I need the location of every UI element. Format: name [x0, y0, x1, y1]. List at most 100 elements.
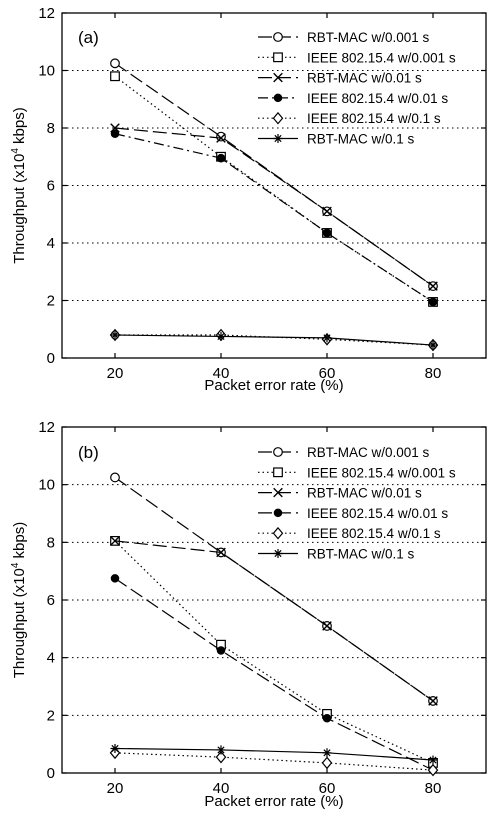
y-tick-label: 6	[47, 592, 55, 609]
x-axis-label: Packet error rate (%)	[204, 793, 343, 810]
data-point	[216, 131, 226, 142]
y-axis-label-exponent: 4	[10, 562, 21, 568]
legend: RBT-MAC w/0.001 s IEEE 802.15.4 w/0.001 s…	[258, 30, 456, 147]
legend-marker	[273, 93, 283, 103]
data-point	[110, 536, 120, 546]
y-tick-label: 8	[47, 120, 55, 137]
data-point	[322, 713, 332, 723]
data-point	[322, 333, 332, 343]
legend-label: RBT-MAC w/0.1 s	[307, 132, 415, 147]
legend-marker	[272, 526, 284, 540]
legend-label: IEEE 802.15.4 w/0.001 s	[307, 50, 456, 65]
y-tick-label: 0	[47, 350, 55, 367]
data-point	[110, 129, 120, 139]
y-axis-label-exponent: 4	[10, 148, 21, 154]
legend-label: RBT-MAC w/0.01 s	[307, 486, 422, 501]
y-axis-label-unit: kbps)	[11, 522, 28, 563]
data-point	[110, 330, 120, 340]
legend: RBT-MAC w/0.001 s IEEE 802.15.4 w/0.001 s…	[258, 445, 456, 562]
data-point	[110, 574, 120, 583]
data-point	[428, 281, 438, 291]
y-tick-label: 10	[38, 63, 55, 80]
y-tick-label: 2	[47, 707, 55, 724]
data-point	[427, 763, 439, 777]
y-axis-label-main: Throughput (x10	[11, 568, 28, 678]
series-2	[110, 536, 438, 706]
x-tick-label: 40	[213, 780, 230, 797]
series-line	[114, 540, 434, 764]
x-tick-label: 60	[319, 780, 336, 797]
legend-label: RBT-MAC w/0.001 s	[307, 445, 430, 460]
y-axis-label: Throughput (x104 kbps)	[10, 522, 28, 679]
data-point	[110, 71, 120, 82]
legend-label: IEEE 802.15.4 w/0.01 s	[307, 91, 448, 106]
y-tick-label: 10	[38, 477, 55, 494]
legend-marker	[273, 548, 283, 559]
data-point	[216, 331, 226, 341]
series-5	[110, 743, 438, 765]
x-axis-label: Packet error rate (%)	[204, 377, 343, 394]
legend-label: RBT-MAC w/0.1 s	[307, 547, 415, 562]
data-point	[110, 472, 120, 483]
chart-panel-a: 0 2 4 6 8 10 12 20 40 60 80 Packet error rate (%) Th…	[10, 5, 487, 394]
x-tick-label: 80	[425, 365, 442, 382]
y-tick-label: 4	[47, 650, 55, 667]
series-line	[114, 540, 434, 702]
series-4	[109, 328, 439, 352]
data-point	[215, 750, 227, 764]
data-point	[216, 646, 226, 655]
legend-label: RBT-MAC w/0.001 s	[307, 30, 430, 45]
legend-label: IEEE 802.15.4 w/0.1 s	[307, 526, 441, 541]
series-1	[110, 535, 438, 768]
x-tick-label: 20	[107, 365, 124, 382]
y-tick-label: 12	[38, 419, 55, 436]
series-line	[114, 334, 434, 346]
data-point	[428, 755, 438, 765]
legend-marker	[273, 32, 283, 42]
series-line	[115, 334, 434, 346]
y-tick-label: 4	[47, 235, 55, 252]
x-tick-label: 60	[319, 365, 336, 382]
series-line	[114, 752, 434, 771]
data-point	[110, 743, 120, 754]
data-point	[322, 206, 332, 217]
legend-label: IEEE 802.15.4 w/0.001 s	[307, 465, 456, 480]
data-point	[428, 340, 438, 350]
legend-label: IEEE 802.15.4 w/0.01 s	[307, 506, 448, 521]
data-point	[110, 58, 120, 69]
data-point	[322, 228, 332, 238]
legend-marker	[273, 133, 283, 144]
chart-panel-b: 0 2 4 6 8 10 12 20 40 60 80 Packet error rate (%) Th…	[10, 419, 487, 810]
series-3	[110, 129, 438, 307]
data-point	[216, 153, 226, 163]
legend-marker	[273, 52, 283, 63]
x-tick-label: 20	[107, 780, 124, 797]
series-line	[114, 75, 434, 303]
legend-marker	[273, 467, 283, 478]
series-5	[110, 330, 438, 350]
series-line	[114, 133, 434, 303]
series-2	[110, 123, 438, 291]
panel-label: (a)	[78, 28, 99, 47]
data-point	[216, 547, 226, 558]
legend-marker	[273, 72, 283, 83]
x-tick-label: 80	[425, 780, 442, 797]
y-tick-label: 6	[47, 178, 55, 195]
series-1	[110, 71, 438, 307]
y-tick-label: 0	[47, 765, 55, 782]
series-line	[114, 747, 434, 761]
panel-label: (b)	[78, 443, 99, 462]
x-tick-label: 40	[213, 365, 230, 382]
data-point	[428, 696, 438, 706]
y-tick-label: 8	[47, 534, 55, 551]
series-3	[110, 574, 438, 775]
legend-marker	[273, 508, 283, 518]
legend-marker	[272, 111, 284, 125]
data-point	[428, 297, 438, 307]
data-point	[322, 621, 332, 631]
y-axis-label-main: Throughput (x10	[11, 154, 28, 264]
y-axis-label-unit: kbps)	[11, 107, 28, 148]
series-line	[114, 127, 434, 287]
data-point	[321, 756, 333, 770]
